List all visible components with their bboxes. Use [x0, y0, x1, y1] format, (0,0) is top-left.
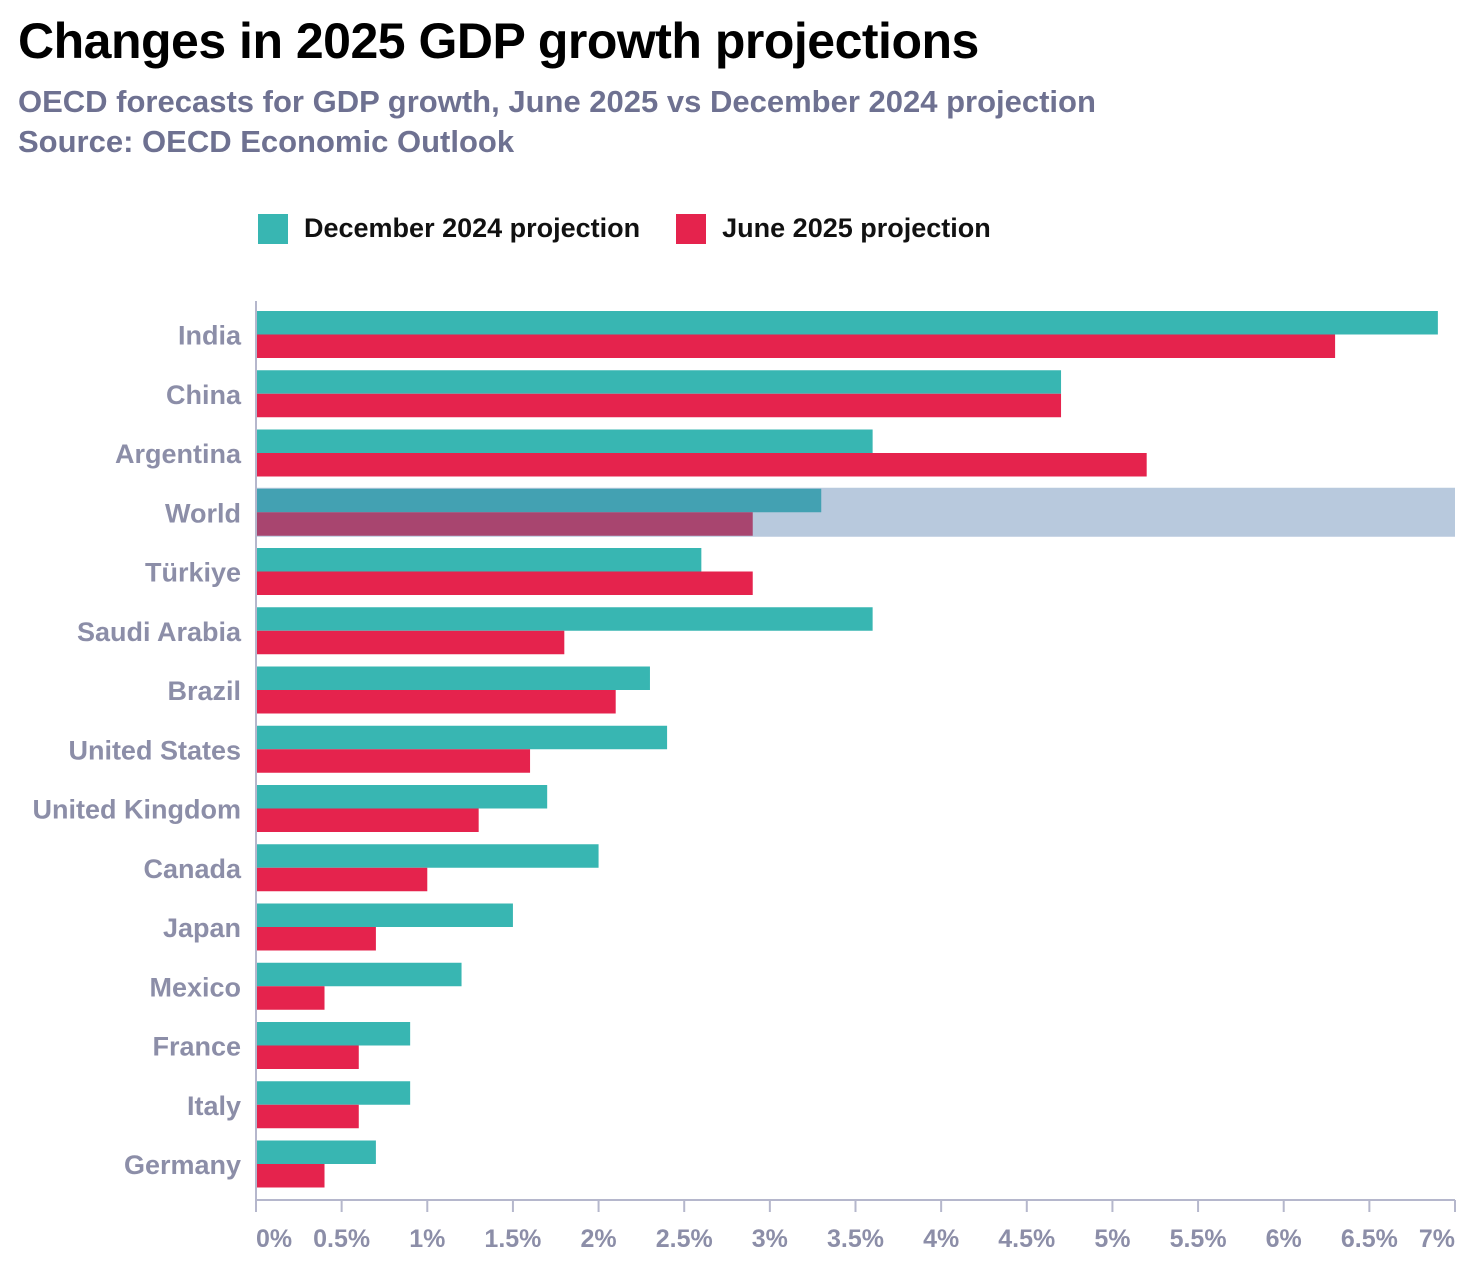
bar-jun2025-china — [256, 393, 1062, 418]
category-label-t-rkiye: Türkiye — [145, 558, 241, 588]
x-tick-label: 3.5% — [827, 1225, 884, 1253]
category-label-italy: Italy — [187, 1091, 241, 1121]
bar-dec2024-united-kingdom — [256, 785, 548, 809]
x-tick-label: 5% — [1094, 1225, 1130, 1253]
x-tick-label: 6% — [1266, 1225, 1302, 1253]
legend-item-jun2025: June 2025 projection — [676, 213, 991, 244]
bar-jun2025-canada — [256, 867, 428, 892]
bar-dec2024-mexico — [256, 962, 462, 987]
subtitle-line: OECD forecasts for GDP growth, June 2025… — [18, 84, 1096, 119]
bar-jun2025-italy — [256, 1104, 359, 1129]
bar-jun2025-india — [256, 334, 1336, 358]
category-label-saudi-arabia: Saudi Arabia — [77, 617, 242, 647]
x-tick-label: 2% — [581, 1225, 617, 1253]
bar-jun2025-argentina — [256, 453, 1147, 477]
bar-jun2025-saudi-arabia — [256, 630, 565, 655]
bar-dec2024-italy — [256, 1081, 411, 1105]
category-label-argentina: Argentina — [115, 439, 242, 469]
x-tick-label: 3% — [752, 1225, 788, 1253]
bar-dec2024-world — [256, 488, 822, 513]
bar-jun2025-germany — [256, 1164, 325, 1188]
bar-dec2024-saudi-arabia — [256, 607, 873, 631]
source-line: Source: OECD Economic Outlook — [18, 124, 515, 159]
bar-dec2024-china — [256, 370, 1062, 394]
bar-jun2025-mexico — [256, 986, 325, 1010]
x-tick-label: 0% — [256, 1225, 292, 1253]
bar-dec2024-germany — [256, 1140, 376, 1164]
x-tick-label: 4% — [923, 1225, 959, 1253]
x-tick-label: 1.5% — [484, 1225, 541, 1253]
bar-jun2025-france — [256, 1045, 359, 1069]
bar-dec2024-brazil — [256, 666, 650, 690]
bar-dec2024-united-states — [256, 725, 668, 750]
legend-label-jun2025: June 2025 projection — [722, 213, 991, 243]
bar-dec2024-france — [256, 1022, 411, 1046]
bar-jun2025-t-rkiye — [256, 571, 753, 595]
bar-jun2025-brazil — [256, 690, 616, 714]
category-label-japan: Japan — [163, 913, 241, 943]
bar-jun2025-world — [256, 512, 753, 536]
x-tick-label: 7% — [1419, 1225, 1455, 1253]
x-tick-label: 5.5% — [1170, 1225, 1227, 1253]
category-label-germany: Germany — [124, 1150, 241, 1180]
bar-dec2024-argentina — [256, 429, 873, 453]
legend-swatch-jun2025 — [676, 213, 707, 244]
category-label-canada: Canada — [143, 854, 242, 884]
category-label-world: World — [165, 498, 241, 528]
chart-subtitle: OECD forecasts for GDP growth, June 2025… — [18, 82, 1096, 162]
bar-dec2024-japan — [256, 903, 513, 927]
chart-title: Changes in 2025 GDP growth projections — [18, 13, 979, 69]
x-tick-label: 4.5% — [998, 1225, 1055, 1253]
bar-dec2024-t-rkiye — [256, 548, 702, 572]
legend-label-dec2024: December 2024 projection — [304, 213, 641, 243]
x-tick-label: 1% — [409, 1225, 445, 1253]
category-label-united-kingdom: United Kingdom — [33, 795, 241, 825]
x-tick-label: 6.5% — [1341, 1225, 1398, 1253]
category-label-france: France — [152, 1032, 241, 1062]
legend-item-dec2024: December 2024 projection — [258, 213, 640, 244]
bar-jun2025-japan — [256, 927, 376, 951]
legend-swatch-dec2024 — [258, 213, 288, 244]
bar-dec2024-canada — [256, 844, 599, 868]
category-label-brazil: Brazil — [167, 676, 241, 706]
category-label-india: India — [178, 321, 242, 351]
category-label-mexico: Mexico — [149, 972, 241, 1002]
x-tick-label: 0.5% — [313, 1225, 370, 1253]
legend: December 2024 projection June 2025 proje… — [258, 213, 1027, 244]
category-label-china: China — [166, 380, 242, 410]
category-label-united-states: United States — [68, 735, 241, 765]
x-tick-label: 2.5% — [656, 1225, 713, 1253]
bar-jun2025-united-states — [256, 749, 531, 773]
bar-jun2025-united-kingdom — [256, 808, 479, 832]
bar-dec2024-india — [256, 311, 1438, 335]
